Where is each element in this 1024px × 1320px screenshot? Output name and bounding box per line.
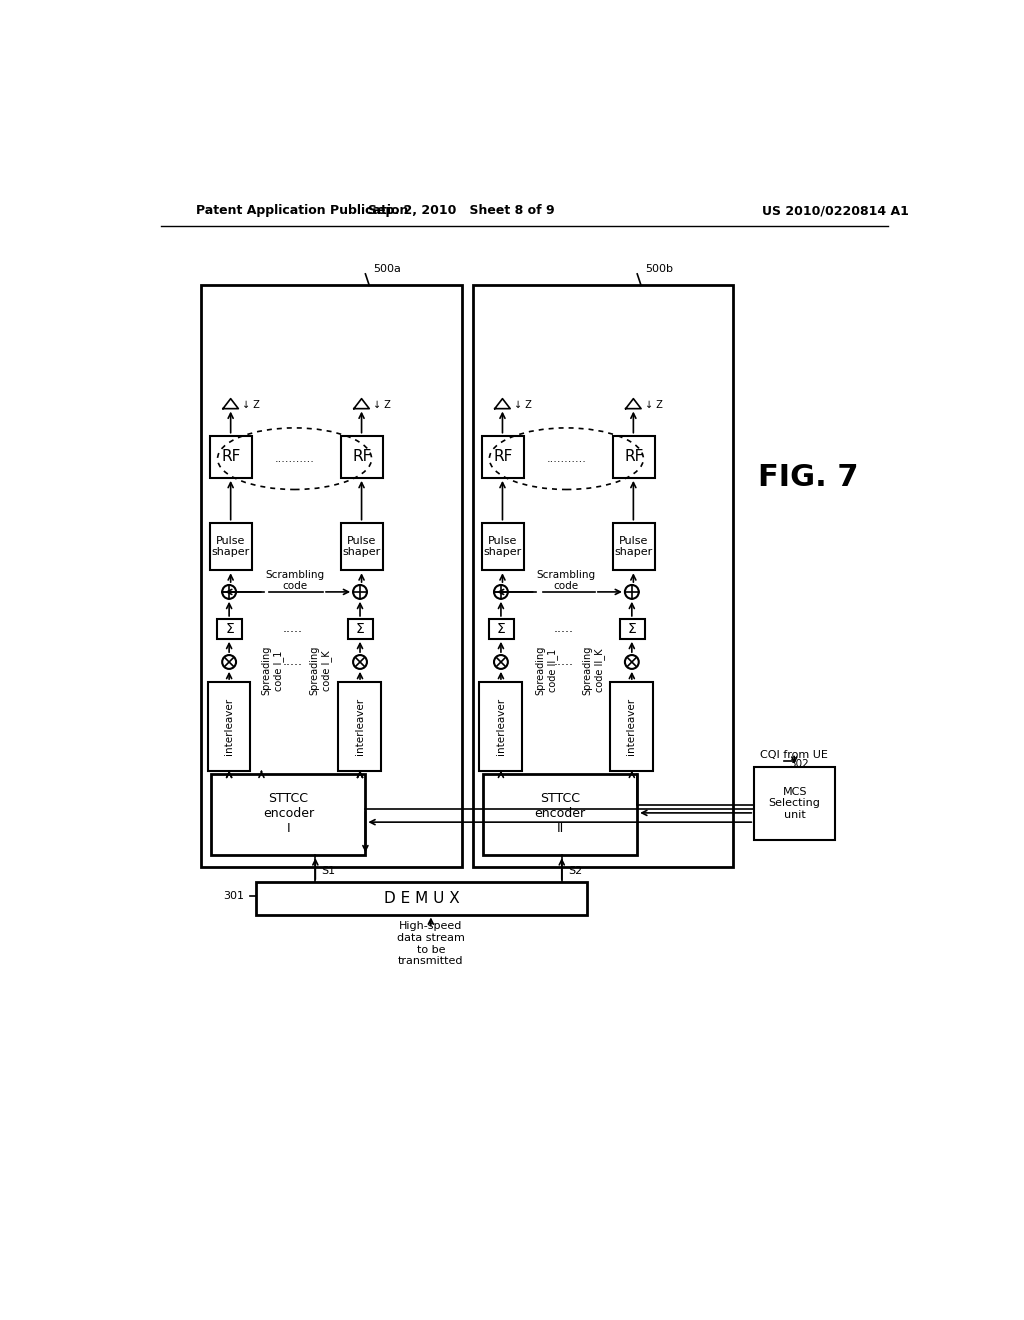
Circle shape — [494, 655, 508, 669]
Text: STTCC
encoder
I: STTCC encoder I — [263, 792, 314, 834]
Text: 301: 301 — [223, 891, 245, 902]
Circle shape — [494, 585, 508, 599]
Text: CQI from UE: CQI from UE — [761, 750, 828, 760]
Text: FIG. 7: FIG. 7 — [758, 463, 858, 492]
Polygon shape — [495, 399, 510, 409]
Text: Scrambling
code: Scrambling code — [537, 569, 596, 591]
Text: Spreading
code II_K: Spreading code II_K — [582, 645, 604, 696]
Text: 500b: 500b — [645, 264, 673, 273]
Bar — [256, 882, 587, 915]
Circle shape — [625, 585, 639, 599]
Polygon shape — [626, 399, 641, 409]
Text: S1: S1 — [322, 866, 336, 875]
Bar — [339, 682, 381, 771]
Text: Spreading
code II_1: Spreading code II_1 — [536, 645, 558, 696]
Circle shape — [353, 655, 367, 669]
Text: ...........: ........... — [547, 454, 587, 463]
Text: .....: ..... — [553, 656, 573, 668]
Text: STTCC
encoder
II: STTCC encoder II — [535, 792, 586, 834]
Text: .....: ..... — [283, 622, 302, 635]
Bar — [211, 775, 366, 855]
Text: Patent Application Publication: Patent Application Publication — [196, 205, 409, 218]
Text: interleaver: interleaver — [223, 698, 233, 755]
Text: Sep. 2, 2010   Sheet 8 of 9: Sep. 2, 2010 Sheet 8 of 9 — [369, 205, 555, 218]
Bar — [341, 523, 383, 570]
Text: ...........: ........... — [274, 454, 314, 463]
Text: S2: S2 — [568, 866, 583, 875]
Bar — [612, 523, 655, 570]
Bar — [488, 619, 514, 639]
Text: RF: RF — [221, 449, 241, 465]
Polygon shape — [354, 399, 370, 409]
Text: Spreading
code I_1: Spreading code I_1 — [262, 645, 285, 696]
Text: ↓ Z: ↓ Z — [645, 400, 663, 409]
Text: ↓ Z: ↓ Z — [373, 400, 391, 409]
Text: Pulse
shaper: Pulse shaper — [483, 536, 522, 557]
Text: 500a: 500a — [373, 264, 401, 273]
Text: interleaver: interleaver — [496, 698, 506, 755]
Bar — [202, 285, 462, 867]
Text: RF: RF — [624, 449, 643, 465]
Text: Spreading
code I_K: Spreading code I_K — [309, 645, 332, 696]
Text: RF: RF — [352, 449, 372, 465]
Text: ↓ Z: ↓ Z — [514, 400, 531, 409]
Circle shape — [625, 655, 639, 669]
Bar — [620, 619, 645, 639]
Bar — [479, 682, 521, 771]
Text: Σ: Σ — [356, 622, 365, 636]
Text: US 2010/0220814 A1: US 2010/0220814 A1 — [762, 205, 909, 218]
Bar — [481, 523, 524, 570]
Bar — [210, 436, 252, 478]
Text: .....: ..... — [553, 622, 573, 635]
Text: Σ: Σ — [628, 622, 637, 636]
Text: .....: ..... — [283, 656, 302, 668]
Bar — [208, 682, 250, 771]
Circle shape — [353, 585, 367, 599]
Bar — [483, 775, 637, 855]
Bar — [348, 619, 373, 639]
Circle shape — [222, 585, 237, 599]
Polygon shape — [223, 399, 239, 409]
Text: RF: RF — [494, 449, 513, 465]
Text: interleaver: interleaver — [627, 698, 637, 755]
Text: Σ: Σ — [225, 622, 233, 636]
Text: Scrambling
code: Scrambling code — [265, 569, 325, 591]
Text: ↓ Z: ↓ Z — [243, 400, 260, 409]
Bar — [341, 436, 383, 478]
Text: 302: 302 — [788, 759, 809, 770]
Circle shape — [222, 655, 237, 669]
Text: High-speed
data stream
to be
transmitted: High-speed data stream to be transmitted — [397, 921, 465, 966]
Text: D E M U X: D E M U X — [384, 891, 460, 906]
Bar — [473, 285, 733, 867]
Bar — [481, 436, 524, 478]
Text: Σ: Σ — [497, 622, 506, 636]
Text: Pulse
shaper: Pulse shaper — [614, 536, 653, 557]
Bar — [217, 619, 243, 639]
Text: interleaver: interleaver — [354, 698, 365, 755]
Bar — [210, 523, 252, 570]
Text: Pulse
shaper: Pulse shaper — [343, 536, 381, 557]
Text: MCS
Selecting
unit: MCS Selecting unit — [769, 787, 820, 820]
Bar — [755, 767, 836, 840]
Bar — [610, 682, 652, 771]
Text: Pulse
shaper: Pulse shaper — [212, 536, 250, 557]
Bar — [612, 436, 655, 478]
